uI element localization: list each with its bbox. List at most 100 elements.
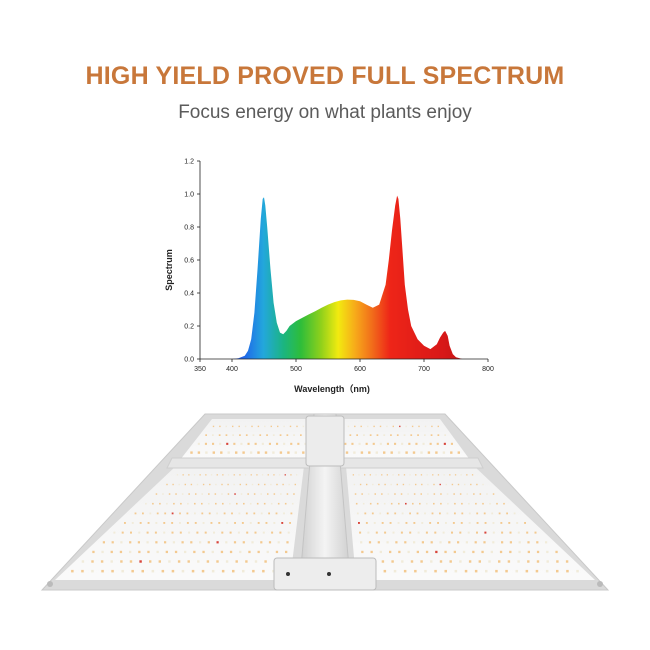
led-diode [265,522,268,524]
led-diode [386,474,388,476]
led-diode [131,569,134,573]
led-diode [474,541,477,544]
led-diode [387,493,390,495]
led-diode [251,425,253,428]
led-diode [499,550,503,554]
led-diode [369,474,371,476]
led-diode [356,512,359,515]
led-diode [280,493,282,495]
led-diode [367,493,370,495]
led-diode [392,531,395,534]
led-diode [479,493,482,495]
led-diode [373,425,375,428]
led-diode [362,502,365,505]
led-diode [210,522,213,524]
led-diode [264,451,268,454]
led-diode [415,442,418,445]
led-diode [372,483,374,486]
led-diode [286,493,289,495]
led-diode [417,531,420,534]
led-diode [390,451,393,454]
led-diode [488,560,491,563]
x-tick-label: 600 [354,366,366,373]
panel-board-back-right [334,419,470,460]
led-diode [405,502,407,505]
led-diode [214,493,217,495]
led-diode [476,522,479,524]
led-diode [81,569,84,573]
led-diode [446,493,449,495]
led-diode [101,550,104,554]
led-diode [527,560,530,563]
panel-board-back-left [180,419,318,460]
led-diode [507,560,511,563]
led-diode [239,550,242,554]
plot-area [232,195,476,359]
led-diode [262,569,265,573]
led-diode [296,474,298,476]
led-diode [187,502,189,505]
led-diode [368,451,371,454]
led-diode [355,502,358,505]
led-diode [464,569,468,573]
led-diode [186,512,189,515]
led-diode [371,512,374,515]
led-diode [556,569,559,573]
led-diode [262,531,265,534]
led-diode [193,474,196,476]
led-diode [474,569,478,573]
led-diode [199,474,201,476]
led-diode [196,531,199,534]
led-diode [556,560,559,563]
led-diode [273,522,276,524]
led-diode [453,550,456,554]
led-diode [178,483,180,486]
led-diode [367,425,369,428]
led-diode [419,502,421,505]
led-diode [141,569,144,573]
led-diode [171,522,174,524]
led-diode [518,550,521,554]
led-diode [146,531,149,534]
led-diode [247,442,250,445]
led-diode [184,483,186,486]
led-diode [389,522,392,524]
led-diode [402,483,405,486]
led-diode [283,512,285,515]
led-diode [443,442,446,445]
led-diode [246,531,249,534]
led-diode [225,541,228,544]
led-diode [376,434,379,436]
led-diode [466,493,468,495]
led-diode [454,502,456,505]
led-diode [268,512,270,515]
led-diode [195,493,197,495]
led-diode [137,541,140,544]
led-diode [369,502,372,505]
led-diode [171,569,175,573]
led-diode [252,434,255,436]
led-diode [219,425,221,428]
led-diode [427,493,429,495]
led-diode [424,569,427,573]
led-diode [287,531,290,534]
led-diode [277,541,280,544]
led-diode [373,522,376,524]
led-diode [442,451,446,454]
led-diode [289,425,292,428]
led-diode [102,541,105,544]
led-diode [216,512,218,515]
led-diode [204,442,207,445]
led-diode [129,541,132,544]
led-diode [194,512,196,515]
led-diode [482,483,484,486]
led-diode [356,434,358,436]
led-diode [213,531,215,534]
led-diode [414,569,417,573]
led-diode [256,474,258,476]
led-diode [445,522,447,524]
led-diode [92,550,95,554]
led-diode [221,493,223,495]
led-diode [447,502,449,505]
led-diode [413,541,416,544]
